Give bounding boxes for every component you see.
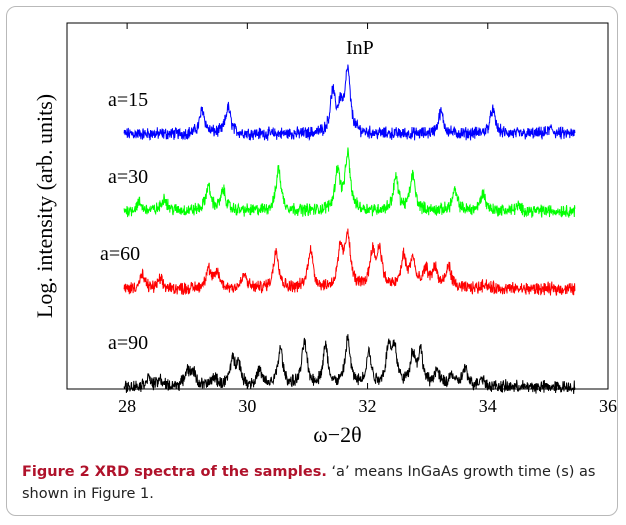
x-tick-label: 36 <box>599 396 617 416</box>
series-group <box>123 64 576 394</box>
inp-peak-annotation: InP <box>346 37 374 59</box>
caption-text: ‘a’ means InGaAs growth time (s) as show… <box>22 464 596 502</box>
caption-title: Figure 2 XRD spectra of the samples. <box>22 464 327 480</box>
xrd-chart: 28 30 32 34 36 ω−2θ Log. intensity (arb. units… <box>32 22 617 447</box>
figure-caption: Figure 2 XRD spectra of the samples. ‘a’… <box>22 461 612 505</box>
series-line-a-30 <box>123 147 576 218</box>
series-label-a-90: a=90 <box>108 332 148 354</box>
plot-area-frame <box>66 22 609 390</box>
figure-frame <box>6 6 618 516</box>
series-line-a-60 <box>123 228 576 297</box>
series-line-a-90 <box>123 334 576 394</box>
y-axis-label: Log. intensity (arb. units) <box>32 94 57 318</box>
x-tick-label: 30 <box>238 396 256 416</box>
labels-group: a=15 a=30 a=60 a=90 InP <box>100 37 374 354</box>
series-label-a-15: a=15 <box>108 89 148 111</box>
axes: 28 30 32 34 36 ω−2θ Log. intensity (arb. units… <box>32 22 617 447</box>
series-label-a-30: a=30 <box>108 166 148 188</box>
x-tick-label: 32 <box>359 396 377 416</box>
series-line-a-15 <box>123 64 576 142</box>
x-tick-label: 28 <box>118 396 136 416</box>
x-axis-label: ω−2θ <box>313 422 361 447</box>
series-label-a-60: a=60 <box>100 243 140 265</box>
x-tick-label: 34 <box>479 396 497 416</box>
